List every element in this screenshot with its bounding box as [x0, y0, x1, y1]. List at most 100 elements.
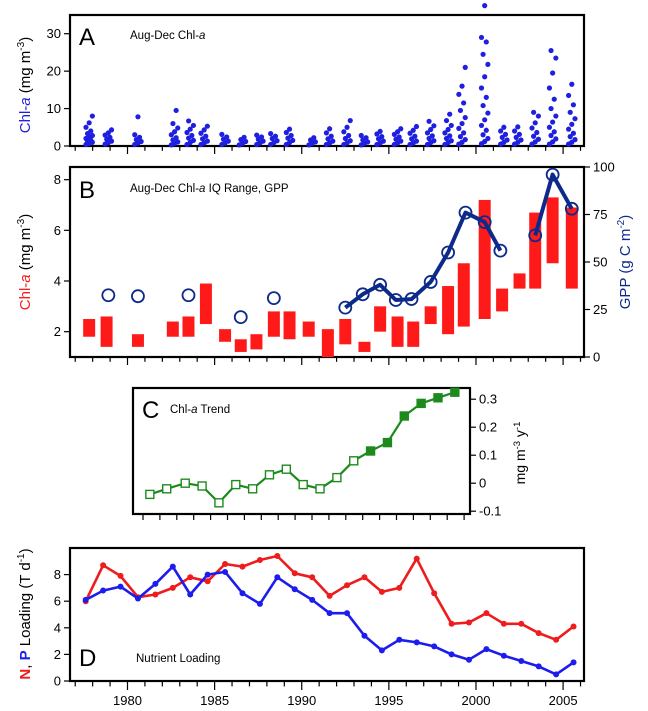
p-loading-point	[82, 596, 89, 603]
chl-a-point	[363, 135, 369, 141]
y-tick-label: 8	[54, 567, 61, 582]
trend-point-filled	[365, 446, 376, 456]
n-loading-point	[396, 584, 403, 591]
y-tick-label-right: 25	[593, 302, 607, 317]
chl-a-point	[548, 105, 554, 112]
iq-range-bar	[391, 316, 404, 347]
n-loading-point	[117, 572, 124, 579]
gpp-point	[493, 243, 508, 258]
p-loading-point	[291, 586, 298, 593]
p-loading-point	[117, 583, 124, 590]
panel-a: 0 10 20 30 A Aug-Dec Chl-a Chl-a (mg m-3)	[16, 3, 586, 154]
gpp-point	[101, 288, 116, 303]
chl-a-point	[572, 137, 578, 143]
gpp-point	[233, 310, 248, 325]
panel-c-letter: C	[142, 397, 159, 424]
chl-a-point	[551, 129, 557, 135]
chl-a-point	[567, 109, 573, 115]
chl-a-point	[498, 128, 504, 134]
chl-a-point	[171, 129, 178, 135]
n-loading-point	[500, 620, 507, 627]
chl-a-point	[413, 123, 420, 130]
iq-range-bar	[182, 316, 195, 337]
panel-d-ylabel: N, P Loading (T d-1)	[16, 548, 34, 679]
iq-range-bar	[546, 197, 559, 264]
y-tick-label: 10	[47, 101, 61, 116]
trend-point-open	[315, 484, 325, 494]
trend-point-open	[145, 489, 155, 500]
gpp-point	[266, 291, 281, 306]
n-loading-point	[553, 636, 560, 643]
chl-a-point	[529, 125, 535, 131]
chl-a-point	[219, 131, 225, 137]
p-loading-point	[361, 632, 368, 639]
n-loading-point	[239, 563, 246, 570]
n-loading-point	[100, 562, 107, 569]
chl-a-point	[462, 114, 468, 121]
chl-a-point	[89, 132, 95, 139]
chl-a-point	[566, 126, 572, 132]
chl-a-point	[175, 139, 181, 145]
y-tick-label: 4	[54, 274, 61, 289]
chl-a-point	[225, 138, 231, 144]
chl-a-point	[443, 117, 450, 124]
chl-a-point	[330, 138, 336, 144]
p-loading-point	[413, 639, 420, 646]
n-loading-point	[152, 591, 159, 598]
p-loading-point	[256, 600, 263, 607]
panel-d-title: Nutrient Loading	[136, 653, 220, 665]
p-loading-point	[239, 590, 246, 597]
n-loading-point	[361, 574, 368, 581]
chl-a-point	[483, 94, 489, 100]
n-loading-point	[291, 570, 298, 577]
n-loading-point	[413, 555, 420, 562]
y-tick-label: 20	[47, 64, 61, 79]
iq-range-bar	[83, 319, 96, 337]
panel-c-frame	[131, 386, 472, 516]
chl-a-point	[551, 96, 557, 102]
n-loading-point	[535, 630, 542, 637]
chl-a-point	[518, 137, 524, 143]
y-tick-label: 2	[54, 324, 61, 339]
chl-a-point	[482, 117, 488, 123]
trend-point-filled	[433, 393, 443, 403]
p-loading-point	[204, 571, 211, 578]
chl-a-point	[480, 102, 486, 109]
chl-a-point	[448, 138, 454, 144]
chl-a-point	[428, 126, 434, 133]
x-tick-label: 1995	[374, 693, 403, 708]
chl-a-point	[462, 137, 468, 143]
chl-a-point	[567, 134, 573, 140]
p-loading-point	[326, 610, 333, 617]
iq-range-bar	[457, 263, 470, 327]
iq-range-bar	[358, 341, 371, 352]
chl-a-point	[457, 134, 464, 140]
chl-a-point	[108, 127, 115, 133]
x-tick-label: 1990	[287, 693, 316, 708]
chl-a-point	[286, 126, 293, 132]
chl-a-point	[546, 85, 553, 91]
gpp-point	[477, 215, 492, 230]
y-tick-label-right: 0	[479, 476, 486, 491]
panel-c-title: Chl-a Trend	[170, 404, 230, 416]
n-loading-point	[309, 574, 316, 581]
y-tick-label-right: 100	[593, 160, 615, 175]
y-tick-label: 6	[54, 594, 61, 609]
chl-a-point	[550, 70, 556, 76]
trend-point-filled	[399, 411, 409, 421]
chl-a-point	[456, 91, 462, 97]
chl-a-point	[483, 127, 489, 133]
x-tick-label: 1980	[113, 693, 142, 708]
p-loading-point	[378, 647, 385, 654]
iq-range-bar	[374, 306, 387, 332]
y-tick-label: 6	[54, 223, 61, 238]
chl-a-point	[535, 136, 542, 142]
trend-point-filled	[450, 387, 460, 397]
chl-a-point	[175, 125, 181, 131]
p-loading-point	[222, 568, 229, 575]
chl-a-point	[243, 138, 249, 145]
p-loading-point	[134, 595, 141, 602]
iq-range-bar	[283, 311, 296, 340]
trend-point-open	[214, 498, 224, 508]
trend-point-open	[231, 479, 241, 490]
